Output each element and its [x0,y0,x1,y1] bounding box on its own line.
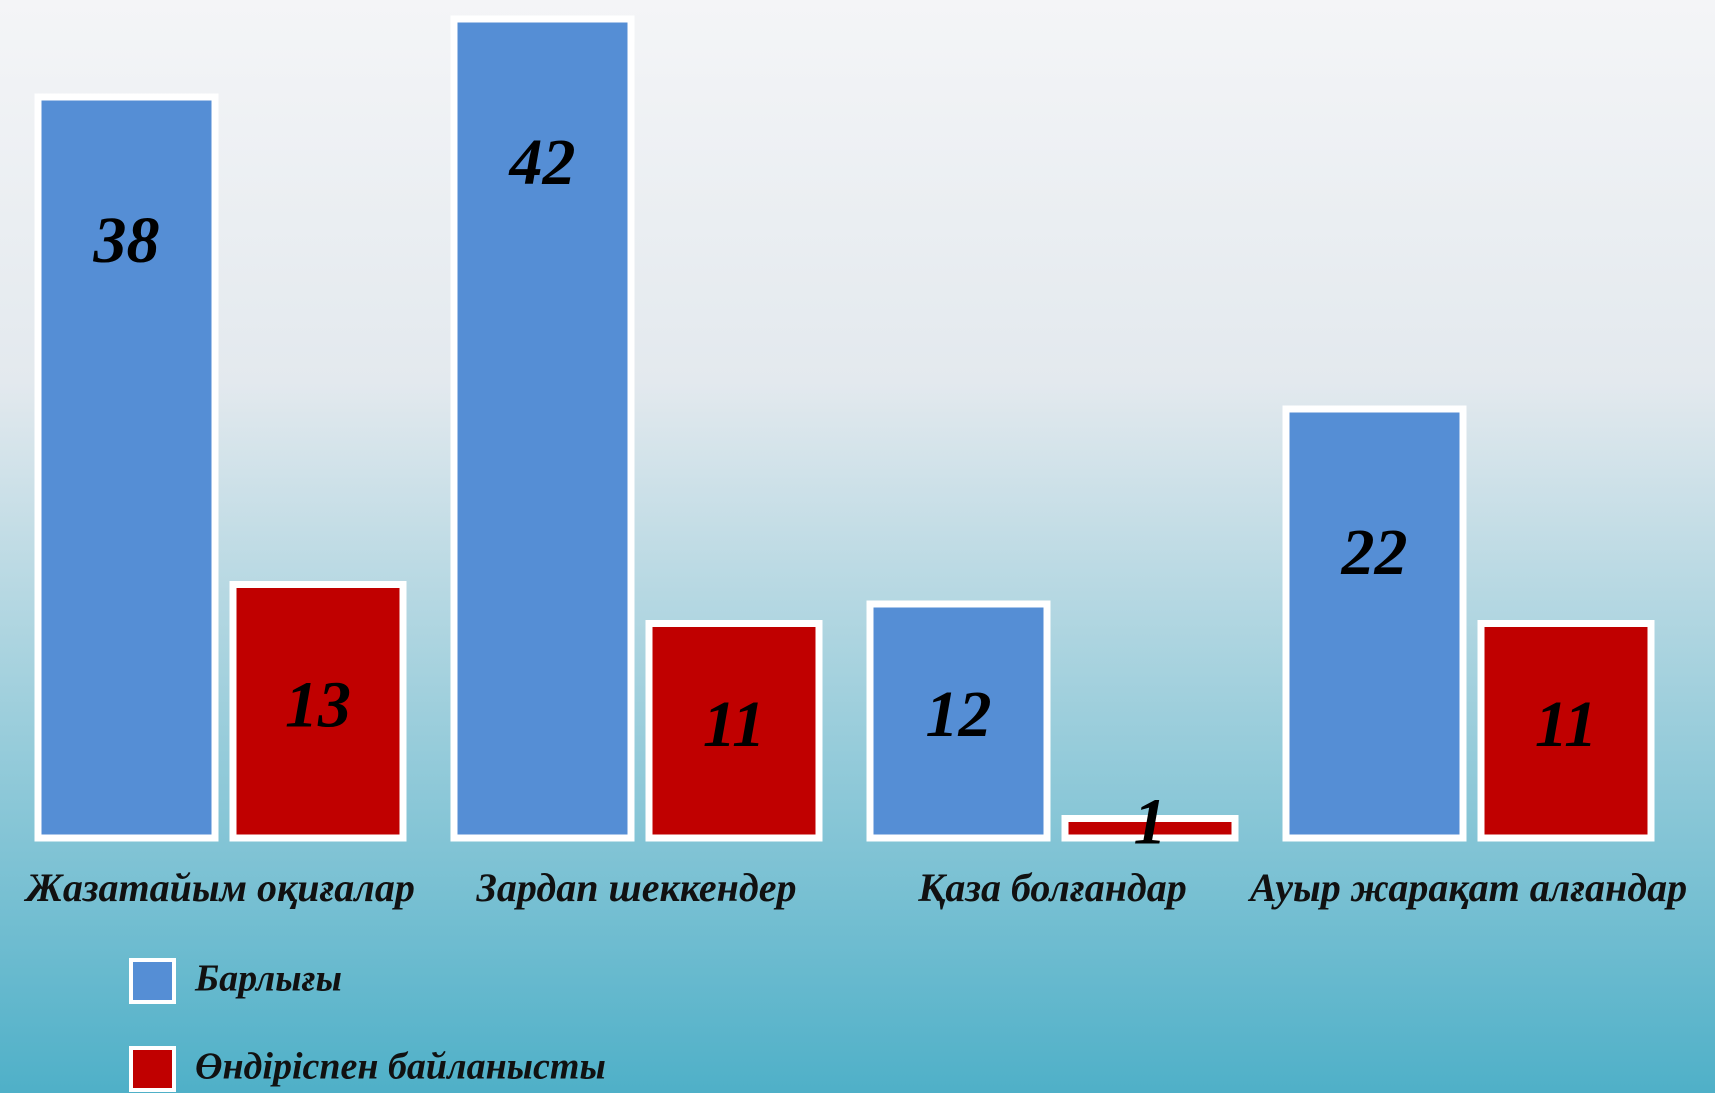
bar [229,581,407,842]
data-label: 13 [285,668,351,741]
x-tick-label: Ауыр жарақат алғандар [1247,865,1687,910]
bar [866,600,1051,842]
legend-swatch [129,958,176,1004]
data-label: 11 [1535,688,1597,761]
legend-swatch [129,1046,176,1092]
legend-label: Өндіріспен байланысты [195,1046,606,1088]
legend-label: Барлығы [194,958,342,1000]
bar [645,620,823,842]
bar [1477,620,1655,842]
data-label: 42 [508,126,576,199]
bar [1061,815,1239,842]
data-label: 22 [1341,516,1408,589]
bar [450,15,635,842]
data-label: 1 [1134,785,1167,858]
x-tick-label: Қаза болғандар [917,865,1187,910]
bar [34,93,219,842]
data-label: 38 [93,204,160,277]
bar [1282,405,1467,842]
x-tick-label: Зардап шеккендер [476,865,797,910]
data-label: 11 [703,688,765,761]
data-label: 12 [926,678,992,751]
x-tick-label: Жазатайым оқиғалар [23,865,415,910]
